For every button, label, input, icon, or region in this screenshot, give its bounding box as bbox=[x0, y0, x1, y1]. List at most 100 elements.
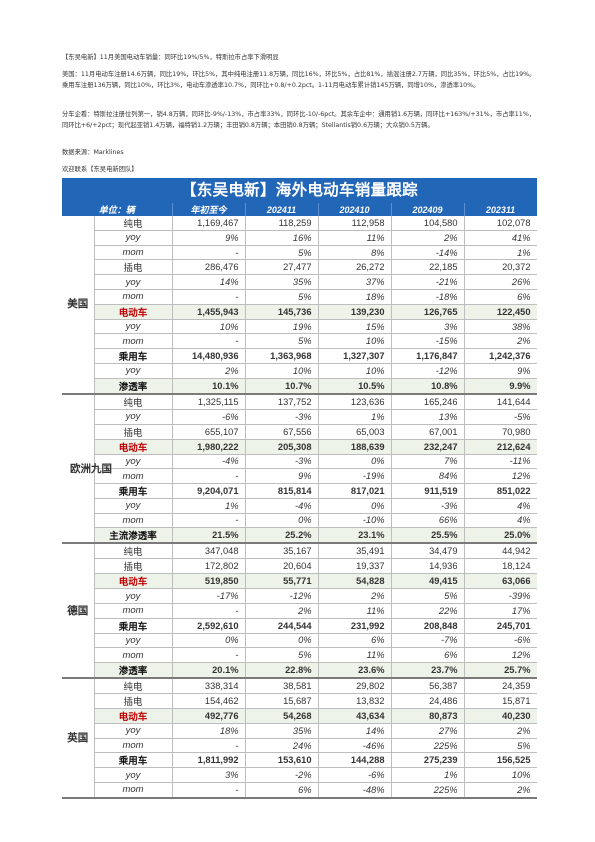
header-202410: 202410 bbox=[318, 203, 392, 216]
value-cell: 153,610 bbox=[245, 752, 319, 769]
value-cell: 0% bbox=[318, 454, 392, 470]
value-cell: 14,936 bbox=[391, 558, 465, 575]
value-cell: 123,636 bbox=[318, 393, 392, 410]
value-cell: -15% bbox=[391, 333, 465, 350]
value-cell: 1% bbox=[464, 245, 537, 261]
table-row: yoy 10% 19% 15% 3% 38% bbox=[62, 319, 537, 335]
table-row: yoy 3% -2% -6% 1% 10% bbox=[62, 767, 537, 784]
value-cell: 26% bbox=[464, 274, 537, 291]
value-cell: 0% bbox=[318, 498, 392, 514]
value-cell: 1,325,115 bbox=[172, 393, 246, 410]
metric-label: yoy bbox=[94, 588, 173, 604]
value-cell: 10.1% bbox=[172, 378, 246, 395]
header-ytd: 年初至今 bbox=[172, 203, 246, 216]
metric-label: 插电 bbox=[94, 693, 173, 709]
value-cell: 10% bbox=[172, 319, 246, 335]
value-cell: 1,363,968 bbox=[245, 348, 319, 365]
metric-label: 主流渗透率 bbox=[94, 527, 173, 545]
value-cell: 35,491 bbox=[318, 543, 392, 560]
value-cell: 63,066 bbox=[464, 573, 537, 590]
value-cell: 14% bbox=[172, 274, 246, 291]
value-cell: 1,327,307 bbox=[318, 348, 392, 365]
value-cell: -6% bbox=[318, 767, 392, 784]
value-cell: -3% bbox=[245, 454, 319, 470]
table-body: 美国 纯电 1,169,467 118,259 112,958 104,580 102,07… bbox=[62, 216, 537, 799]
value-cell: 18% bbox=[172, 723, 246, 739]
table-row: 主流渗透率 21.5% 25.2% 23.1% 25.5% 25.0% bbox=[62, 527, 537, 545]
value-cell: 172,802 bbox=[172, 558, 246, 575]
value-cell: 1,176,847 bbox=[391, 348, 465, 365]
region-label: 美国 bbox=[62, 216, 95, 395]
value-cell: 6% bbox=[318, 633, 392, 649]
value-cell: 126,765 bbox=[391, 304, 465, 320]
value-cell: 8% bbox=[318, 245, 392, 261]
value-cell: 35% bbox=[245, 274, 319, 291]
value-cell: 2% bbox=[464, 333, 537, 350]
value-cell: 13,832 bbox=[318, 693, 392, 709]
value-cell: 15% bbox=[318, 319, 392, 335]
value-cell: 0% bbox=[245, 513, 319, 529]
table-row: mom -0% -10% 66% 4% bbox=[62, 513, 537, 529]
table-row: yoy 9% 16% 11% 2% 41% bbox=[62, 230, 537, 246]
value-cell: - bbox=[172, 245, 246, 261]
value-cell: -7% bbox=[391, 633, 465, 649]
value-cell: 67,001 bbox=[391, 424, 465, 440]
metric-label: yoy bbox=[94, 767, 173, 784]
value-cell: 19,337 bbox=[318, 558, 392, 575]
value-cell: - bbox=[172, 333, 246, 350]
value-cell: 165,246 bbox=[391, 393, 465, 410]
data-source-note: 数据来源：Marklines bbox=[62, 149, 124, 156]
value-cell: 22.8% bbox=[245, 662, 319, 679]
value-cell: 16% bbox=[245, 230, 319, 246]
value-cell: 84% bbox=[391, 468, 465, 484]
table-banner-title: 【东吴电新】海外电动车销量跟踪 bbox=[62, 178, 537, 203]
value-cell: 5% bbox=[245, 647, 319, 663]
metric-label: yoy bbox=[94, 363, 173, 379]
value-cell: 10% bbox=[318, 333, 392, 350]
value-cell: 10.7% bbox=[245, 378, 319, 395]
value-cell: 25.7% bbox=[464, 662, 537, 679]
table-row: 乘用车 14,480,936 1,363,968 1,327,307 1,176,847… bbox=[62, 348, 537, 365]
metric-label: yoy bbox=[94, 498, 173, 514]
table-row: 乘用车 1,811,992 153,610 144,288 275,239 156,525 bbox=[62, 752, 537, 769]
value-cell: 4% bbox=[464, 498, 537, 514]
value-cell: -21% bbox=[391, 274, 465, 291]
value-cell: 139,230 bbox=[318, 304, 392, 320]
value-cell: 145,736 bbox=[245, 304, 319, 320]
value-cell: 492,776 bbox=[172, 708, 246, 724]
value-cell: 27,477 bbox=[245, 259, 319, 276]
metric-label: 插电 bbox=[94, 259, 173, 276]
value-cell: 65,003 bbox=[318, 424, 392, 440]
value-cell: 2% bbox=[245, 603, 319, 619]
value-cell: -4% bbox=[172, 454, 246, 470]
value-cell: 347,048 bbox=[172, 543, 246, 560]
value-cell: 9.9% bbox=[464, 378, 537, 395]
table-row: yoy 1% -4% 0% -3% 4% bbox=[62, 498, 537, 514]
value-cell: 14% bbox=[318, 723, 392, 739]
table-row: yoy -4% -3% 0% 7% -11% bbox=[62, 454, 537, 470]
value-cell: 25.5% bbox=[391, 527, 465, 545]
value-cell: 1% bbox=[172, 498, 246, 514]
value-cell: 23.6% bbox=[318, 662, 392, 679]
value-cell: 2% bbox=[391, 230, 465, 246]
value-cell: 208,848 bbox=[391, 618, 465, 634]
value-cell: 9,204,071 bbox=[172, 483, 246, 499]
value-cell: - bbox=[172, 738, 246, 754]
table-row: 插电 172,802 20,604 19,337 14,936 18,124 bbox=[62, 558, 537, 575]
value-cell: 156,525 bbox=[464, 752, 537, 769]
value-cell: 11% bbox=[318, 230, 392, 246]
value-cell: 244,544 bbox=[245, 618, 319, 634]
table-row: yoy 14% 35% 37% -21% 26% bbox=[62, 274, 537, 291]
value-cell: 0% bbox=[172, 633, 246, 649]
value-cell: -3% bbox=[391, 498, 465, 514]
value-cell: -17% bbox=[172, 588, 246, 604]
value-cell: 1% bbox=[391, 767, 465, 784]
value-cell: 19% bbox=[245, 319, 319, 335]
table-row: yoy 0% 0% 6% -7% -6% bbox=[62, 633, 537, 649]
table-row: 渗透率 20.1% 22.8% 23.6% 23.7% 25.7% bbox=[62, 662, 537, 679]
value-cell: 338,314 bbox=[172, 678, 246, 694]
value-cell: 2% bbox=[464, 782, 537, 799]
table-row: mom -5% 10% -15% 2% bbox=[62, 333, 537, 350]
value-cell: -5% bbox=[464, 409, 537, 425]
value-cell: 35,167 bbox=[245, 543, 319, 560]
